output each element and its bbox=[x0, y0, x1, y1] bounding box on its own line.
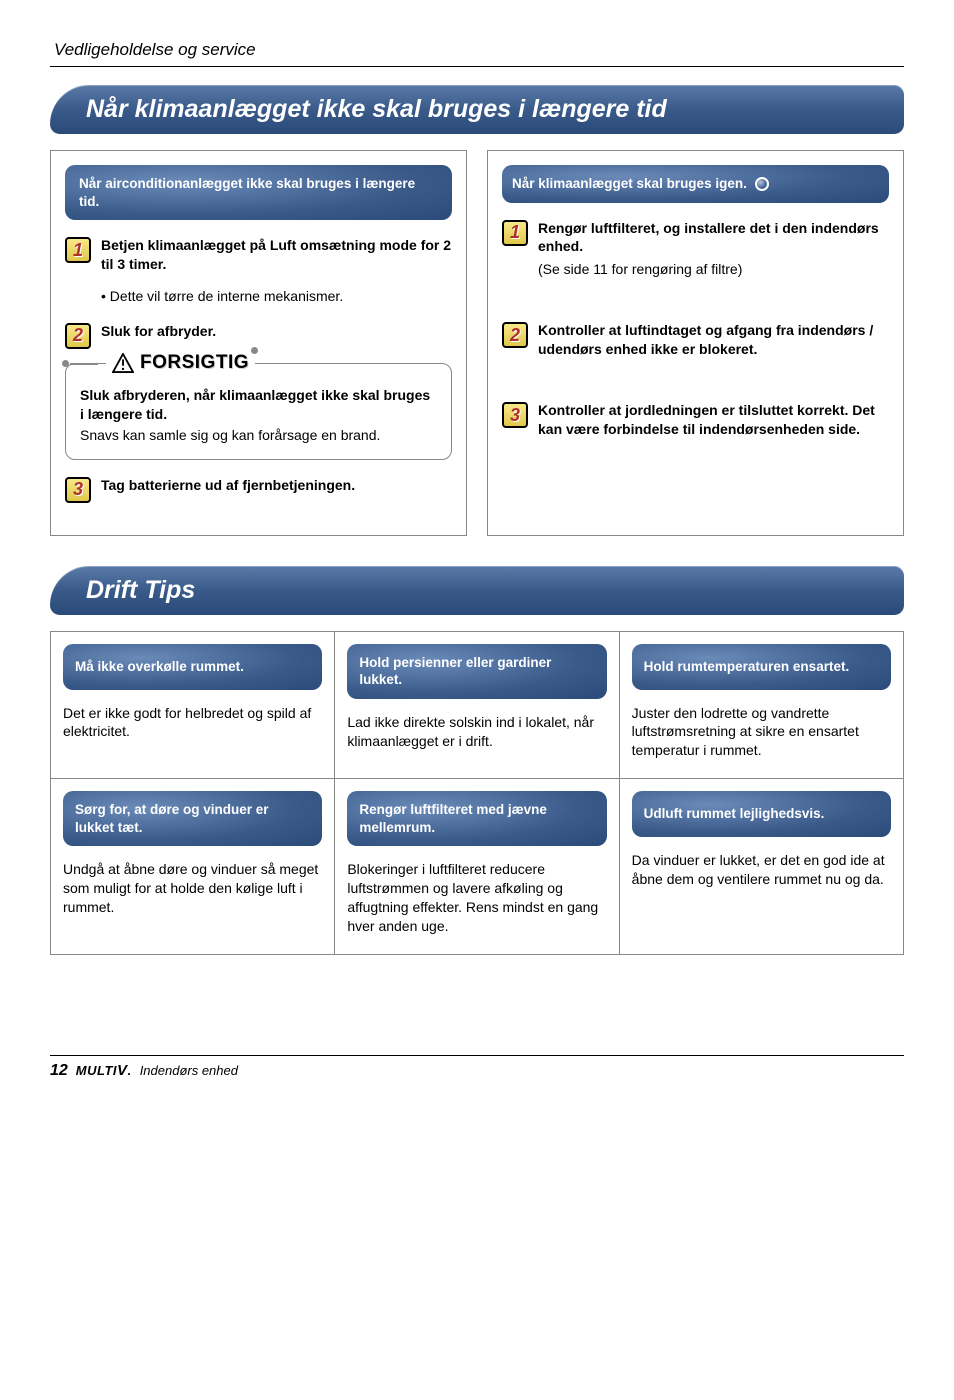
tip-body: Undgå at åbne døre og vinduer så meget s… bbox=[63, 860, 322, 917]
tip-body: Blokeringer i luftfilteret reducere luft… bbox=[347, 860, 606, 936]
footer-rule bbox=[50, 1055, 904, 1056]
caution-box: FORSIGTIG Sluk afbryderen, når klimaanlæ… bbox=[65, 363, 452, 460]
right-step2-title: Kontroller at luftindtaget og afgang fra… bbox=[538, 321, 889, 359]
tip-cell: Udluft rummet lejlighedsvis. Da vinduer … bbox=[619, 779, 903, 955]
right-pill-text: Når klimaanlægget skal bruges igen. bbox=[512, 175, 747, 193]
decor-circle-icon bbox=[755, 177, 769, 191]
left-box: Når airconditionanlægget ikke skal bruge… bbox=[50, 150, 467, 536]
brand-v: V bbox=[117, 1062, 128, 1079]
right-pill: Når klimaanlægget skal bruges igen. bbox=[502, 165, 889, 203]
left-step1-bullet: • Dette vil tørre de interne mekanismer. bbox=[101, 288, 452, 304]
footer-subtitle: Indendørs enhed bbox=[140, 1063, 238, 1078]
section2-title: Drift Tips bbox=[50, 566, 904, 615]
decor-dot bbox=[62, 360, 69, 367]
right-step1-title: Rengør luftfilteret, og installere det i… bbox=[538, 219, 889, 257]
section1-columns: Når airconditionanlægget ikke skal bruge… bbox=[50, 150, 904, 536]
left-step3-title: Tag batterierne ud af fjernbetjeningen. bbox=[101, 476, 452, 495]
section1-title: Når klimaanlægget ikke skal bruges i læn… bbox=[50, 85, 904, 134]
tip-body: Da vinduer er lukket, er det en god ide … bbox=[632, 851, 891, 889]
left-step-2: 2 Sluk for afbryder. bbox=[65, 322, 452, 349]
right-step3-title: Kontroller at jordledningen er tilslutte… bbox=[538, 401, 889, 439]
tip-cell: Rengør luftfilteret med jævne mellemrum.… bbox=[335, 779, 619, 955]
right-box: Når klimaanlægget skal bruges igen. 1 Re… bbox=[487, 150, 904, 536]
left-step-1: 1 Betjen klimaanlægget på Luft omsætning… bbox=[65, 236, 452, 274]
brand-logo: MULTIV. bbox=[76, 1062, 132, 1079]
left-step2-title: Sluk for afbryder. bbox=[101, 322, 452, 341]
step-number-icon: 3 bbox=[65, 477, 91, 503]
step-number-icon: 2 bbox=[65, 323, 91, 349]
tip-pill: Hold persienner eller gardiner lukket. bbox=[347, 644, 606, 699]
step-number-icon: 2 bbox=[502, 322, 528, 348]
tip-pill: Sørg for, at døre og vinduer er lukket t… bbox=[63, 791, 322, 846]
right-step-3: 3 Kontroller at jordledningen er tilslut… bbox=[502, 401, 889, 439]
tip-cell: Hold rumtemperaturen ensartet. Juster de… bbox=[619, 631, 903, 779]
step-number-icon: 3 bbox=[502, 402, 528, 428]
caution-label: FORSIGTIG bbox=[106, 350, 255, 376]
tip-body: Juster den lodrette og vandrette luftstr… bbox=[632, 704, 891, 761]
left-step1-title: Betjen klimaanlægget på Luft omsætning m… bbox=[101, 236, 452, 274]
tip-body: Det er ikke godt for helbredet og spild … bbox=[63, 704, 322, 742]
brand-text: MULTI bbox=[76, 1063, 117, 1078]
tips-table: Må ikke overkølle rummet. Det er ikke go… bbox=[50, 631, 904, 955]
right-step1-body: (Se side 11 for rengøring af filtre) bbox=[538, 260, 889, 279]
step-number-icon: 1 bbox=[502, 220, 528, 246]
tip-cell: Hold persienner eller gardiner lukket. L… bbox=[335, 631, 619, 779]
caution-word: FORSIGTIG bbox=[140, 350, 249, 376]
tip-pill: Må ikke overkølle rummet. bbox=[63, 644, 322, 690]
warning-triangle-icon bbox=[112, 353, 134, 373]
left-pill: Når airconditionanlægget ikke skal bruge… bbox=[65, 165, 452, 220]
right-step-1: 1 Rengør luftfilteret, og installere det… bbox=[502, 219, 889, 280]
left-step-3: 3 Tag batterierne ud af fjernbetjeningen… bbox=[65, 476, 452, 503]
caution-title: Sluk afbryderen, når klimaanlægget ikke … bbox=[80, 386, 437, 424]
footer: 12 MULTIV. Indendørs enhed bbox=[50, 1055, 904, 1080]
tip-pill: Hold rumtemperaturen ensartet. bbox=[632, 644, 891, 690]
decor-dot bbox=[251, 347, 258, 354]
step-number-icon: 1 bbox=[65, 237, 91, 263]
tip-cell: Sørg for, at døre og vinduer er lukket t… bbox=[51, 779, 335, 955]
header-rule bbox=[50, 66, 904, 67]
right-step-2: 2 Kontroller at luftindtaget og afgang f… bbox=[502, 321, 889, 359]
page-category: Vedligeholdelse og service bbox=[50, 40, 904, 60]
tip-cell: Må ikke overkølle rummet. Det er ikke go… bbox=[51, 631, 335, 779]
page-number: 12 bbox=[50, 1062, 68, 1080]
tip-pill: Rengør luftfilteret med jævne mellemrum. bbox=[347, 791, 606, 846]
tip-body: Lad ikke direkte solskin ind i lokalet, … bbox=[347, 713, 606, 751]
caution-body: Snavs kan samle sig og kan forårsage en … bbox=[80, 426, 437, 445]
tip-pill: Udluft rummet lejlighedsvis. bbox=[632, 791, 891, 837]
